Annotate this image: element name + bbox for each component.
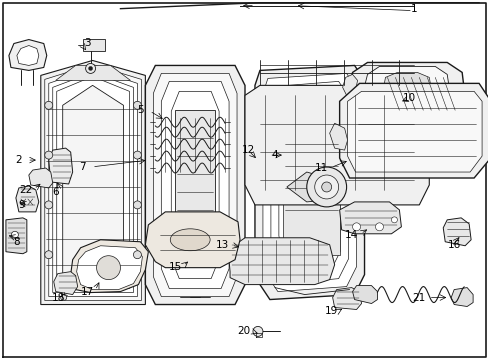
Polygon shape bbox=[362, 67, 449, 122]
Polygon shape bbox=[263, 73, 356, 292]
Polygon shape bbox=[339, 202, 401, 234]
Polygon shape bbox=[347, 91, 481, 172]
Polygon shape bbox=[45, 64, 141, 301]
Circle shape bbox=[45, 151, 53, 159]
Polygon shape bbox=[450, 288, 472, 306]
Text: 15: 15 bbox=[168, 262, 182, 272]
Polygon shape bbox=[53, 72, 133, 293]
Polygon shape bbox=[244, 85, 428, 205]
Polygon shape bbox=[49, 68, 137, 297]
Polygon shape bbox=[77, 246, 142, 289]
Circle shape bbox=[45, 251, 53, 259]
Text: 21: 21 bbox=[412, 293, 425, 302]
Polygon shape bbox=[57, 76, 129, 289]
Text: 1: 1 bbox=[410, 4, 417, 14]
Polygon shape bbox=[286, 172, 341, 202]
Circle shape bbox=[133, 151, 141, 159]
Polygon shape bbox=[62, 85, 123, 289]
Circle shape bbox=[252, 327, 263, 336]
Polygon shape bbox=[352, 285, 377, 303]
Polygon shape bbox=[54, 272, 78, 294]
Polygon shape bbox=[41, 60, 145, 305]
Circle shape bbox=[375, 223, 383, 231]
Circle shape bbox=[45, 201, 53, 209]
Circle shape bbox=[88, 67, 92, 71]
Text: 4: 4 bbox=[271, 150, 278, 160]
Circle shape bbox=[61, 294, 66, 301]
Circle shape bbox=[352, 223, 360, 231]
Text: 9: 9 bbox=[19, 200, 25, 210]
Polygon shape bbox=[342, 75, 357, 97]
Polygon shape bbox=[6, 218, 27, 254]
Text: 6: 6 bbox=[52, 187, 59, 197]
Circle shape bbox=[306, 167, 346, 207]
Ellipse shape bbox=[170, 229, 210, 251]
Polygon shape bbox=[254, 66, 364, 300]
Text: 11: 11 bbox=[314, 163, 327, 173]
Circle shape bbox=[133, 201, 141, 209]
Polygon shape bbox=[339, 84, 488, 178]
Polygon shape bbox=[175, 110, 215, 260]
Polygon shape bbox=[16, 186, 39, 212]
Circle shape bbox=[85, 63, 95, 73]
Text: 3: 3 bbox=[84, 37, 91, 48]
Polygon shape bbox=[270, 81, 348, 284]
Polygon shape bbox=[145, 212, 240, 268]
Circle shape bbox=[11, 231, 19, 238]
Text: 14: 14 bbox=[344, 230, 358, 240]
Polygon shape bbox=[161, 81, 228, 289]
Polygon shape bbox=[442, 218, 470, 246]
Polygon shape bbox=[171, 91, 219, 279]
Circle shape bbox=[133, 101, 141, 109]
Polygon shape bbox=[29, 168, 53, 188]
Text: 2: 2 bbox=[16, 155, 22, 165]
Text: 7: 7 bbox=[79, 162, 86, 172]
Polygon shape bbox=[227, 238, 334, 285]
Polygon shape bbox=[347, 62, 464, 130]
Polygon shape bbox=[71, 240, 148, 293]
Text: 18: 18 bbox=[52, 293, 65, 302]
Text: 10: 10 bbox=[402, 93, 415, 103]
Polygon shape bbox=[329, 123, 347, 150]
Polygon shape bbox=[17, 45, 39, 66]
Polygon shape bbox=[278, 89, 340, 276]
Text: 13: 13 bbox=[215, 240, 228, 250]
Circle shape bbox=[314, 175, 338, 199]
Text: 5: 5 bbox=[137, 105, 143, 115]
Polygon shape bbox=[82, 39, 104, 50]
Circle shape bbox=[133, 251, 141, 259]
Polygon shape bbox=[145, 66, 244, 305]
Polygon shape bbox=[9, 40, 47, 71]
Text: 20: 20 bbox=[237, 327, 250, 336]
Circle shape bbox=[96, 256, 120, 280]
Text: 12: 12 bbox=[241, 145, 254, 155]
Text: 22: 22 bbox=[19, 185, 32, 195]
Polygon shape bbox=[382, 72, 431, 114]
Polygon shape bbox=[56, 66, 130, 80]
Polygon shape bbox=[153, 73, 237, 297]
Polygon shape bbox=[49, 148, 73, 184]
Circle shape bbox=[390, 217, 397, 223]
Text: 16: 16 bbox=[447, 240, 460, 250]
Circle shape bbox=[45, 101, 53, 109]
Circle shape bbox=[321, 182, 331, 192]
Text: 17: 17 bbox=[81, 287, 94, 297]
Text: 19: 19 bbox=[325, 306, 338, 316]
Polygon shape bbox=[282, 115, 339, 255]
Polygon shape bbox=[332, 288, 361, 310]
Text: 8: 8 bbox=[14, 237, 20, 247]
